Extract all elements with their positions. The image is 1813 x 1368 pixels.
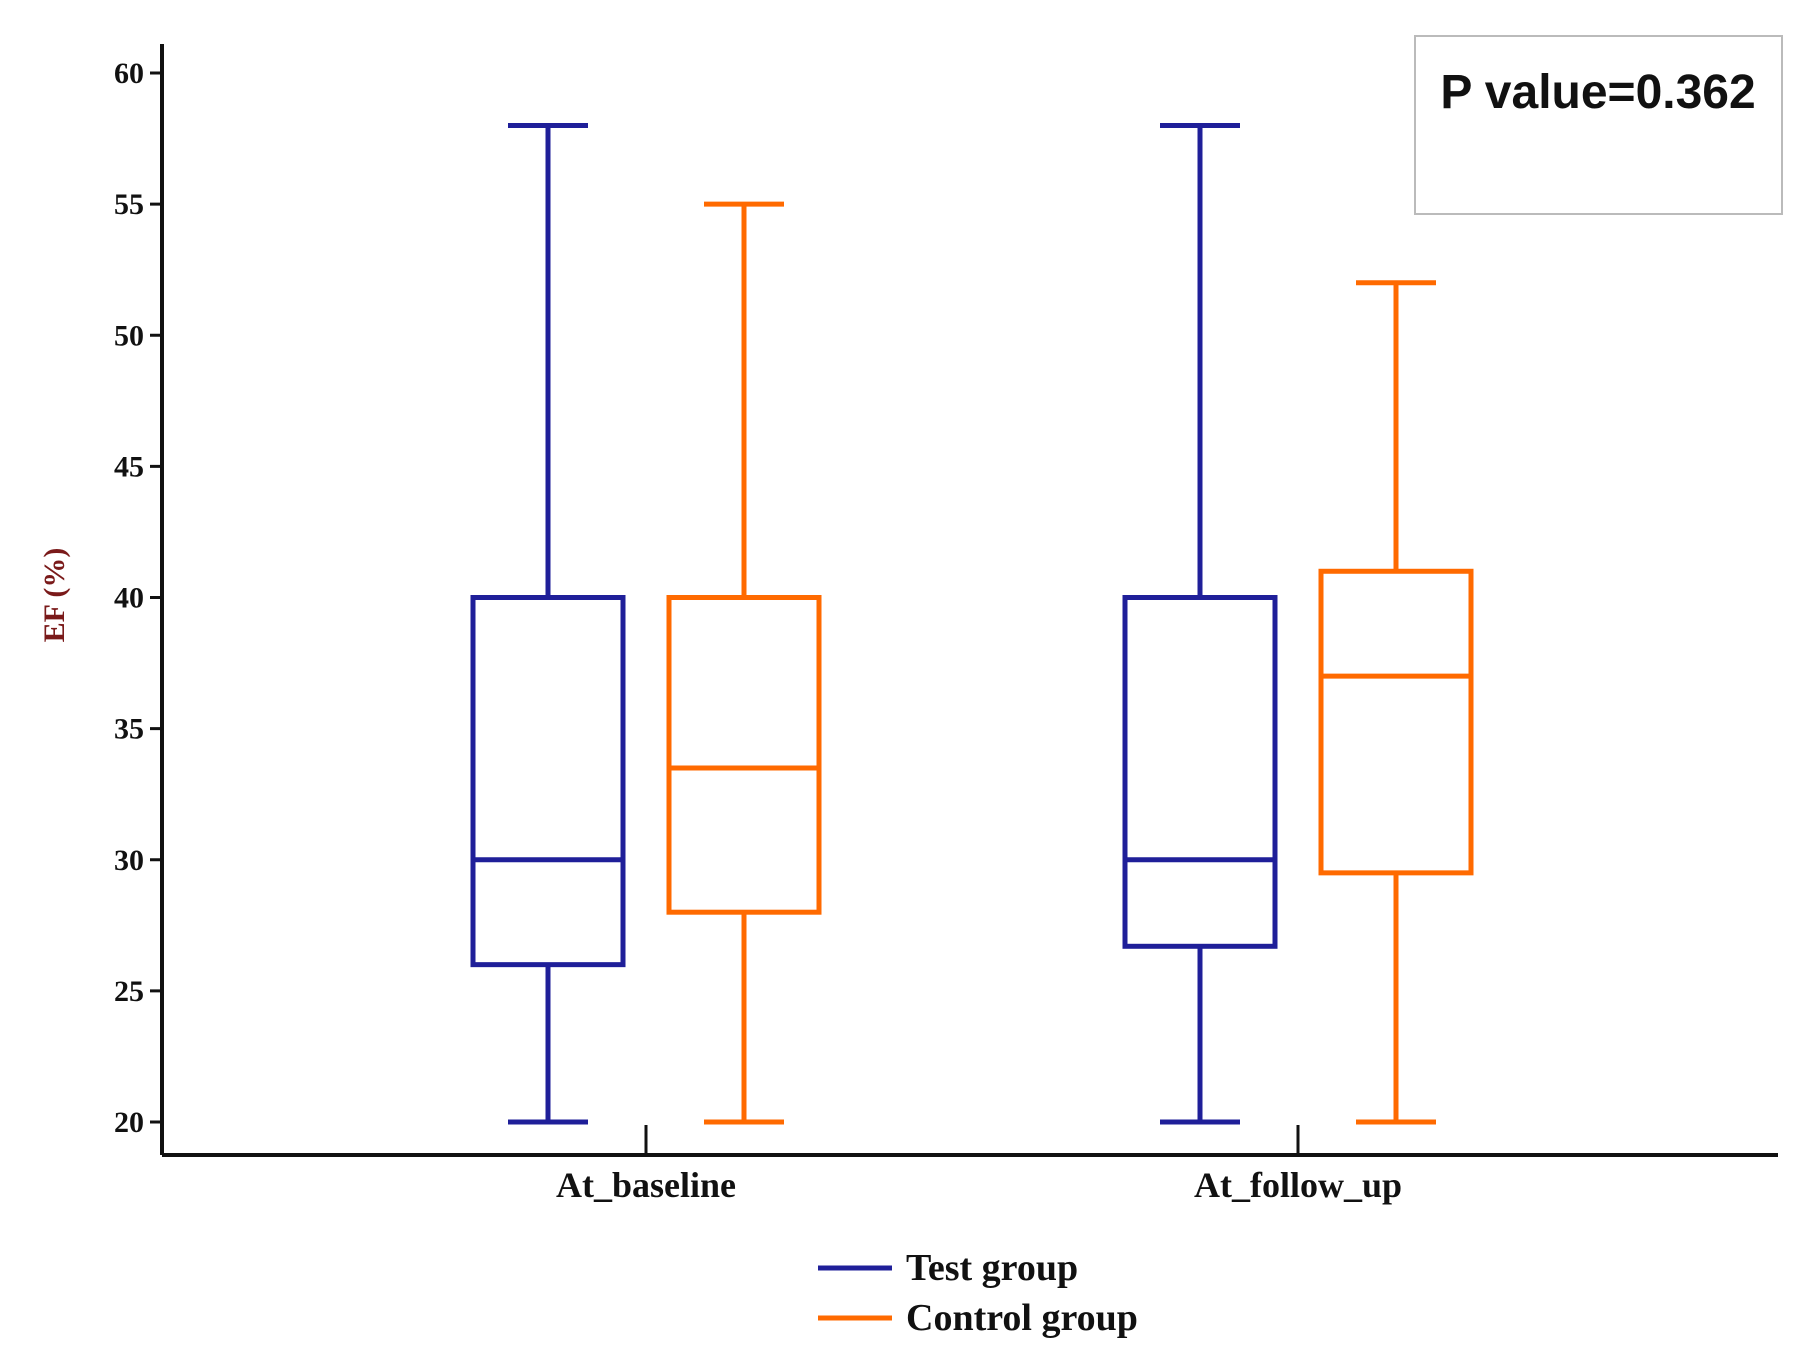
y-tick-label: 30 xyxy=(114,844,144,877)
iqr-box xyxy=(1318,568,1474,876)
y-tick-label: 60 xyxy=(114,57,144,90)
x-tick-label: At_follow_up xyxy=(1194,1165,1402,1205)
box-test-group-at_follow_up xyxy=(1122,122,1278,1125)
box-control-group-at_follow_up xyxy=(1318,280,1474,1125)
y-tick-label: 55 xyxy=(114,188,144,221)
box-plots xyxy=(470,122,1474,1125)
y-tick-label: 45 xyxy=(114,450,144,483)
y-tick-label: 35 xyxy=(114,713,144,746)
iqr-box xyxy=(666,595,822,915)
legend-label: Test group xyxy=(906,1247,1078,1289)
y-axis: 20 25 30 35 40 45 50 55 60 xyxy=(114,44,164,1155)
p-value-frame xyxy=(1414,35,1783,215)
x-axis: At_baseline At_follow_up xyxy=(162,1125,1778,1205)
legend: Test group Control group xyxy=(818,1247,1138,1339)
iqr-box xyxy=(1122,595,1278,949)
box-test-group-at_baseline xyxy=(470,122,626,1125)
x-tick-label: At_baseline xyxy=(556,1165,736,1205)
p-value-text: P value=0.362 xyxy=(1440,66,1755,119)
y-tick-label: 40 xyxy=(114,582,144,615)
box-control-group-at_baseline xyxy=(666,201,822,1125)
p-value-box: P value=0.362 xyxy=(1414,35,1783,215)
y-tick-label: 25 xyxy=(114,975,144,1008)
legend-item: Control group xyxy=(818,1297,1138,1339)
legend-label: Control group xyxy=(906,1297,1138,1339)
y-axis-label: EF (%) xyxy=(38,548,71,643)
legend-item: Test group xyxy=(818,1247,1078,1289)
y-tick-label: 20 xyxy=(114,1106,144,1139)
iqr-box xyxy=(470,595,626,968)
y-tick-label: 50 xyxy=(114,319,144,352)
